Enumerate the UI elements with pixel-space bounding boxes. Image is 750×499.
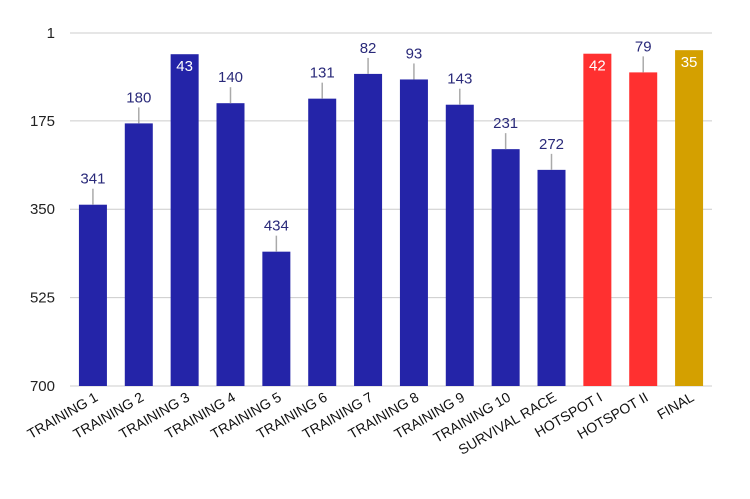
data-label: 143: [447, 71, 472, 88]
data-label: 434: [264, 218, 289, 235]
bar: [124, 123, 153, 387]
bar: [170, 54, 199, 387]
data-label: 272: [539, 136, 564, 153]
data-label: 43: [176, 58, 193, 75]
data-label: 35: [681, 54, 698, 71]
bar: [216, 103, 245, 387]
data-label: 93: [406, 45, 423, 62]
y-tick-label: 525: [30, 290, 55, 307]
data-label: 341: [80, 171, 105, 188]
bar: [262, 251, 291, 386]
data-label: 131: [310, 65, 335, 82]
data-label: 180: [126, 89, 151, 106]
bar: [675, 50, 704, 387]
x-tick-label: FINAL: [654, 389, 697, 423]
data-label: 42: [589, 58, 606, 75]
bar: [354, 73, 383, 386]
bar: [537, 169, 566, 386]
y-tick-label: 1: [47, 25, 55, 42]
bars: [78, 50, 704, 387]
y-tick-label: 175: [30, 113, 55, 130]
y-axis: 1 175 350 525 700: [30, 25, 55, 395]
bar: [583, 53, 612, 386]
y-tick-label: 700: [30, 378, 55, 395]
gridlines: [70, 32, 712, 387]
data-label: 82: [360, 40, 377, 57]
bar: [78, 204, 107, 386]
data-label: 140: [218, 69, 243, 86]
bar: [308, 98, 337, 386]
y-tick-label: 350: [30, 201, 55, 218]
bar: [491, 149, 520, 386]
data-label: 79: [635, 38, 652, 55]
bar: [445, 104, 474, 387]
data-label: 231: [493, 115, 518, 132]
data-labels: 341 180 43 140 434 131 82 93 143 231 272 42 79 35: [80, 38, 698, 252]
bar: [629, 72, 658, 386]
bar: [399, 79, 428, 386]
